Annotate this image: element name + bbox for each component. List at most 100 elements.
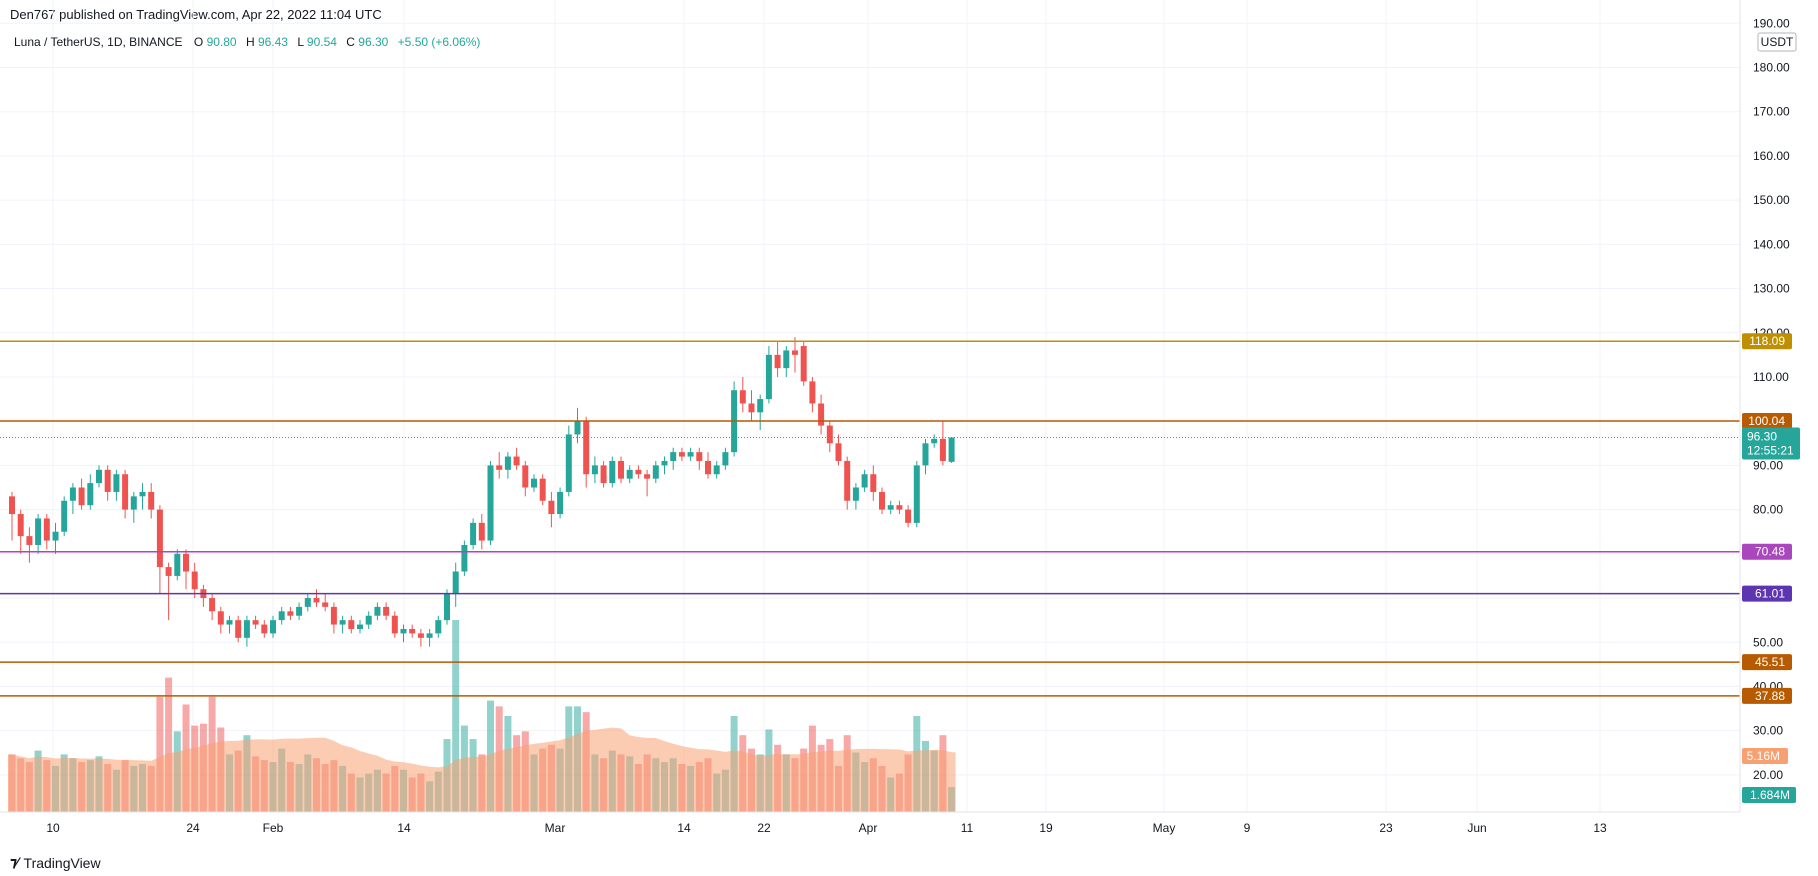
candle-body xyxy=(696,452,703,461)
candle-body xyxy=(748,403,755,413)
candle xyxy=(496,452,503,479)
candle xyxy=(948,436,955,464)
candle xyxy=(296,602,303,621)
candle-body xyxy=(61,500,68,532)
candle-body xyxy=(522,465,529,488)
legend-high-label: H xyxy=(246,35,255,49)
candle xyxy=(731,381,738,457)
candle-body xyxy=(844,460,851,501)
candle-body xyxy=(374,606,381,616)
candle xyxy=(565,425,572,497)
candle-body xyxy=(644,474,651,479)
candle-body xyxy=(583,421,590,475)
candle xyxy=(209,593,216,621)
candle-body xyxy=(652,465,659,479)
candle-body xyxy=(339,620,346,625)
candle-body xyxy=(35,518,42,545)
candle-body xyxy=(626,469,633,479)
ohlc-legend: Luna / TetherUS, 1D, BINANCE O 90.80 H 9… xyxy=(14,35,480,49)
candle-body xyxy=(252,620,259,625)
candle-body xyxy=(531,478,537,488)
candle-body xyxy=(156,509,163,568)
legend-close-label: C xyxy=(346,35,355,49)
price-axis[interactable]: 190.00 180.00 170.00 160.00 150.00 140.00 130.… xyxy=(1742,16,1800,803)
price-tick-label: 170.00 xyxy=(1753,105,1790,119)
candle xyxy=(774,341,781,377)
volume-ma-badge xyxy=(1742,748,1788,764)
candle xyxy=(661,456,668,475)
volume-ma-label: 5.16M xyxy=(1747,749,1780,763)
legend-open-label: O xyxy=(194,35,203,49)
candle-body xyxy=(357,624,363,629)
level-badge-label: 37.88 xyxy=(1755,689,1785,703)
time-tick-label: 11 xyxy=(961,821,974,835)
volume-bar xyxy=(156,696,164,812)
price-tick-label: 190.00 xyxy=(1753,16,1790,30)
candle xyxy=(35,514,42,554)
candle-body xyxy=(818,403,825,426)
time-tick-label: May xyxy=(1153,821,1176,835)
price-tick-label: 30.00 xyxy=(1753,724,1783,738)
candle-body xyxy=(148,491,155,510)
candle-body xyxy=(191,571,198,590)
price-tick-label: 90.00 xyxy=(1753,458,1783,472)
candle xyxy=(287,606,294,621)
candle xyxy=(478,514,485,550)
currency-box[interactable]: USDT xyxy=(1757,32,1797,52)
candle xyxy=(444,589,450,625)
candle xyxy=(487,460,494,545)
candle-body xyxy=(879,491,885,510)
candle-body xyxy=(939,438,946,461)
candle xyxy=(644,469,651,497)
candle xyxy=(252,615,259,629)
tradingview-brand: TradingView xyxy=(23,854,101,871)
candle xyxy=(583,416,590,488)
candle-body xyxy=(209,598,216,612)
candle xyxy=(243,615,250,647)
candlestick-chart[interactable]: 190.00 180.00 170.00 160.00 150.00 140.00 130.… xyxy=(0,0,1818,850)
legend-low-value: 90.54 xyxy=(307,35,337,49)
candle-body xyxy=(304,598,311,607)
candle-body xyxy=(887,505,894,510)
candle-body xyxy=(104,469,111,492)
candle-body xyxy=(635,469,642,475)
candle xyxy=(548,491,555,528)
volume-last-label: 1.684M xyxy=(1750,788,1790,802)
candle-body xyxy=(792,350,798,355)
candle xyxy=(809,376,816,413)
candle-body xyxy=(17,514,24,537)
volume-bar xyxy=(452,620,460,812)
price-tick-label: 130.00 xyxy=(1753,282,1790,296)
candles xyxy=(9,337,955,647)
candle-body xyxy=(383,606,390,616)
candle xyxy=(522,460,529,497)
time-tick-label: 9 xyxy=(1244,821,1251,835)
candle xyxy=(591,456,598,484)
candle-body xyxy=(539,478,546,501)
candle-body xyxy=(905,509,912,523)
candle xyxy=(922,438,929,475)
candle xyxy=(235,615,242,643)
candle-body xyxy=(174,553,181,576)
candle-body xyxy=(417,633,424,638)
candle-body xyxy=(931,438,938,444)
candle-body xyxy=(705,460,711,475)
candle-body xyxy=(78,487,85,506)
candle-body xyxy=(409,628,416,634)
candle xyxy=(557,487,564,519)
candle-body xyxy=(426,633,433,638)
candle-body xyxy=(513,456,520,466)
candle-body xyxy=(391,615,398,634)
tradingview-logo[interactable]: ⁊⁄ TradingView xyxy=(10,854,101,871)
candle-body xyxy=(217,611,224,625)
level-badge xyxy=(1742,654,1792,671)
candle xyxy=(635,465,642,479)
candle-body xyxy=(557,491,564,515)
candle xyxy=(322,593,329,612)
candle-body xyxy=(122,474,129,510)
candle-body xyxy=(9,496,15,515)
time-axis[interactable]: 10 24 Feb 14 Mar 14 22 Apr 11 19 May 9 23 Jun 13 xyxy=(46,821,1607,835)
candle xyxy=(52,522,59,554)
candle-body xyxy=(261,624,268,634)
candle-body xyxy=(435,620,442,634)
